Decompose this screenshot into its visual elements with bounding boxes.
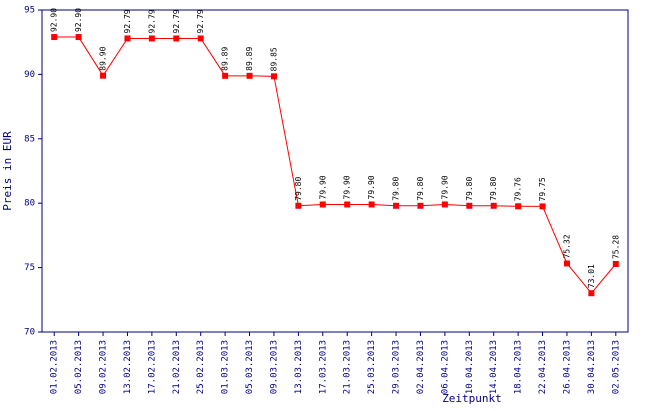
- x-tick-label: 01.03.2013: [221, 340, 231, 394]
- point: [490, 202, 497, 209]
- point: [466, 202, 473, 209]
- price-line: [54, 36, 617, 295]
- x-tick-label: 29.03.2013: [392, 340, 402, 394]
- value-label: 92.79: [123, 9, 132, 33]
- y-tick-label: 95: [24, 6, 35, 16]
- point: [75, 34, 82, 41]
- point: [344, 201, 351, 208]
- x-tick-label: 05.03.2013: [245, 340, 255, 394]
- point: [612, 260, 619, 267]
- x-tick-label: 01.02.2013: [50, 340, 60, 394]
- value-label: 92.79: [196, 9, 205, 33]
- value-label: 75.28: [611, 235, 620, 259]
- value-label: 79.80: [416, 177, 425, 201]
- point: [539, 203, 546, 210]
- point: [124, 35, 131, 42]
- x-tick-label: 13.03.2013: [294, 340, 304, 394]
- x-tick-label: 22.04.2013: [538, 340, 548, 394]
- value-label: 89.85: [269, 47, 278, 71]
- value-label: 89.89: [221, 47, 230, 71]
- value-label: 79.90: [318, 175, 327, 199]
- value-label: 89.90: [99, 46, 108, 70]
- value-label: 89.89: [245, 47, 254, 71]
- x-tick-label: 21.03.2013: [343, 340, 353, 394]
- value-label: 92.90: [50, 8, 59, 32]
- plot-frame: [41, 9, 629, 333]
- point: [441, 201, 448, 208]
- point: [417, 202, 424, 209]
- point: [563, 260, 570, 267]
- point: [295, 202, 302, 209]
- value-label: 92.79: [172, 9, 181, 33]
- point: [393, 202, 400, 209]
- value-label: 73.01: [587, 264, 596, 288]
- x-tick-label: 02.05.2013: [611, 340, 621, 394]
- x-tick-label: 02.04.2013: [416, 340, 426, 394]
- x-tick-label: 13.02.2013: [123, 340, 133, 394]
- value-label: 79.76: [514, 177, 523, 201]
- point: [51, 34, 58, 41]
- y-tick-label: 70: [24, 328, 35, 338]
- x-tick-label: 06.04.2013: [440, 340, 450, 394]
- value-label: 79.80: [489, 177, 498, 201]
- x-tick-label: 25.02.2013: [196, 340, 206, 394]
- point: [100, 72, 107, 79]
- point: [319, 201, 326, 208]
- x-tick-label: 14.04.2013: [489, 340, 499, 394]
- value-label: 92.90: [74, 8, 83, 32]
- value-label: 75.32: [562, 234, 571, 258]
- x-tick-label: 21.02.2013: [172, 340, 182, 394]
- value-label: 92.79: [147, 9, 156, 33]
- y-tick-label: 75: [24, 263, 35, 273]
- value-label: 79.80: [465, 177, 474, 201]
- y-axis-label: Preis in EUR: [1, 131, 14, 211]
- value-label: 79.80: [294, 177, 303, 201]
- x-tick-label: 18.04.2013: [514, 340, 524, 394]
- point: [270, 73, 277, 80]
- x-tick-label: 30.04.2013: [587, 340, 597, 394]
- x-tick-label: 05.02.2013: [74, 340, 84, 394]
- x-axis-label: Zeitpunkt: [442, 392, 502, 405]
- y-tick-label: 90: [24, 70, 35, 80]
- value-label: 79.75: [538, 177, 547, 201]
- point: [588, 290, 595, 297]
- point: [148, 35, 155, 42]
- point: [246, 72, 253, 79]
- x-tick-label: 17.02.2013: [147, 340, 157, 394]
- x-tick-label: 09.02.2013: [99, 340, 109, 394]
- y-tick-label: 85: [24, 134, 35, 144]
- point: [368, 201, 375, 208]
- value-label: 79.80: [392, 177, 401, 201]
- point: [515, 203, 522, 210]
- x-tick-label: 09.03.2013: [269, 340, 279, 394]
- value-label: 79.90: [343, 175, 352, 199]
- value-label: 79.90: [440, 175, 449, 199]
- x-tick-label: 26.04.2013: [562, 340, 572, 394]
- y-tick-label: 80: [24, 199, 35, 209]
- point: [222, 72, 229, 79]
- x-tick-label: 10.04.2013: [465, 340, 475, 394]
- value-label: 79.90: [367, 175, 376, 199]
- point: [173, 35, 180, 42]
- x-tick-label: 25.03.2013: [367, 340, 377, 394]
- x-tick-label: 17.03.2013: [318, 340, 328, 394]
- point: [197, 35, 204, 42]
